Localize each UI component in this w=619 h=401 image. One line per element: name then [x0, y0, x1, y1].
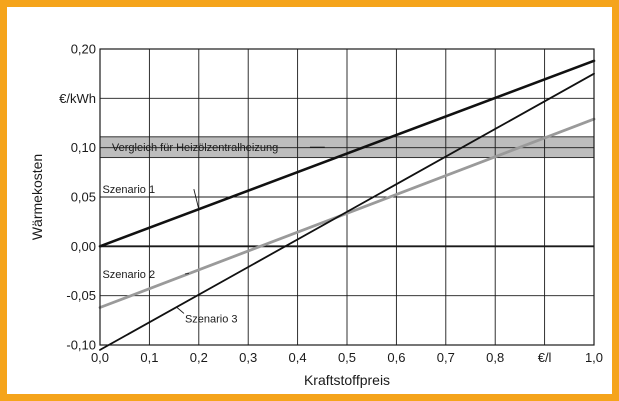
y-tick-label: -0,05 — [66, 288, 96, 303]
y-tick-label: -0,10 — [66, 338, 96, 353]
y-tick-label: €/kWh — [59, 91, 96, 106]
series-line-3 — [99, 72, 595, 351]
series-line-2 — [98, 117, 596, 309]
series-label-3: Szenario 3 — [185, 313, 238, 325]
y-tick-label: 0,20 — [71, 42, 96, 57]
y-tick-labels: -0,10 -0,05 0,00 0,05 0,10 €/kWh 0,20 — [59, 42, 96, 353]
x-tick-label: 0,3 — [239, 350, 257, 365]
series-line-1 — [98, 59, 596, 248]
y-tick-label: 0,05 — [71, 190, 96, 205]
series-label-2: Szenario 2 — [102, 269, 155, 281]
x-tick-label: 0,5 — [338, 350, 356, 365]
plot-border — [99, 48, 595, 346]
x-tick-labels: 0,0 0,1 0,2 0,3 0,4 0,5 0,6 0,7 0,8 €/l 1,0 — [91, 350, 603, 365]
series-leader-1 — [193, 188, 200, 210]
x-tick-label: 0,7 — [437, 350, 455, 365]
y-tick-label: 0,10 — [71, 140, 96, 155]
series-leader-3 — [176, 306, 185, 314]
x-tick-label: 0,2 — [190, 350, 208, 365]
x-tick-label: €/l — [538, 350, 552, 365]
x-tick-label: 0,8 — [486, 350, 504, 365]
x-tick-label: 0,6 — [387, 350, 405, 365]
band-label: Vergleich für Heizölzentralheizung — [112, 142, 278, 154]
x-tick-label: 0,1 — [140, 350, 158, 365]
x-axis-title: Kraftstoffpreis — [304, 372, 390, 388]
series-lines — [98, 59, 596, 351]
y-tick-label: 0,00 — [71, 239, 96, 254]
x-tick-label: 0,4 — [289, 350, 307, 365]
x-tick-label: 0,0 — [91, 350, 109, 365]
series-label-1: Szenario 1 — [102, 184, 155, 196]
annotations: Vergleich für Heizölzentralheizung Szenar… — [102, 142, 325, 325]
x-tick-label: 1,0 — [585, 350, 603, 365]
y-axis-title: Wärmekosten — [29, 154, 45, 240]
